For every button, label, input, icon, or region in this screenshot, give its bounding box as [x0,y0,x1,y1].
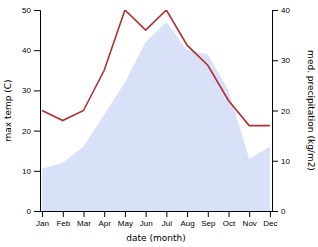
axis-domain [34,11,41,212]
tick-mark [229,211,230,217]
tick-label: Oct [223,219,236,228]
tick: Mar [77,211,91,228]
tick: 40 [272,6,290,15]
tick-mark [34,50,40,51]
tick: 10 [22,167,40,176]
tick-mark [187,211,188,217]
tick-mark [146,211,147,217]
tick-mark [272,211,278,212]
tick-mark [34,211,40,212]
y-axis-title: max temp (C) [3,79,13,141]
tick-label: 20 [281,107,290,116]
tick: 10 [272,157,290,166]
tick-label: Mar [77,219,91,228]
tick-mark [34,131,40,132]
tick-mark [270,211,271,217]
tick: Nov [243,211,257,228]
tick-mark [34,171,40,172]
tick-label: Nov [243,219,257,228]
x-axis: Jan Feb Mar Apr May Jun Jul Aug Sep Oct Nov Dec [36,211,277,228]
tick: 40 [22,46,40,55]
tick-mark [272,111,278,112]
tick: 50 [22,6,40,15]
tick: Sep [201,211,216,228]
tick-label: 30 [22,86,31,95]
tick-label: 0 [281,207,286,216]
y2-axis: 0 10 20 30 40 [272,6,290,216]
tick: 30 [272,56,290,65]
tick-label: Dec [263,219,277,228]
tick-label: 50 [22,6,31,15]
tick: Apr [98,211,111,228]
tick-mark [166,211,167,217]
tick-label: 30 [281,56,290,65]
tick: 0 [27,207,40,216]
line [42,10,270,126]
tick: 30 [22,86,40,95]
tick-label: Jun [140,219,153,228]
tick: Aug [180,211,194,228]
tick-mark [272,10,278,11]
tick-label: 10 [281,157,290,166]
tick: Dec [263,211,277,228]
tick-label: May [118,219,133,228]
tick-mark [34,10,40,11]
tick-mark [42,211,43,217]
tick: Oct [223,211,236,228]
tick: 20 [22,127,40,136]
tick: May [118,211,133,228]
axis-domain [41,211,273,212]
tick-label: 20 [22,127,31,136]
tick-mark [272,60,278,61]
tick-label: 40 [281,6,290,15]
tick: Jul [162,211,172,228]
tick: 0 [272,207,286,216]
tick-mark [249,211,250,217]
tick: Feb [56,211,70,228]
area [42,22,270,211]
tick-label: Jul [162,219,172,228]
tick-mark [63,211,64,217]
tick-label: Jan [36,219,49,228]
x-axis-title: date (month) [126,233,185,243]
tick: 20 [272,107,290,116]
tick-label: Sep [201,219,216,228]
tick-label: 40 [22,46,31,55]
tick-label: Apr [98,219,111,228]
tick-mark [84,211,85,217]
tick-label: Aug [180,219,194,228]
tick: Jun [140,211,153,228]
marks [42,10,270,211]
tick-label: 10 [22,167,31,176]
y-axis: 0 10 20 30 40 50 [22,6,40,216]
tick-mark [272,161,278,162]
tick-mark [208,211,209,217]
y2-axis-title: med. precipitation (kg/m2) [306,50,316,171]
tick: Jan [36,211,49,228]
tick-mark [104,211,105,217]
chart: Jan Feb Mar Apr May Jun Jul Aug Sep Oct Nov Dec 0 10 2… [0,0,318,247]
tick-mark [34,90,40,91]
axis-domain [273,11,279,212]
plot-area: Jan Feb Mar Apr May Jun Jul Aug Sep Oct Nov Dec 0 10 2… [22,6,290,228]
tick-mark [125,211,126,217]
tick-label: 0 [27,207,32,216]
tick-label: Feb [56,219,70,228]
